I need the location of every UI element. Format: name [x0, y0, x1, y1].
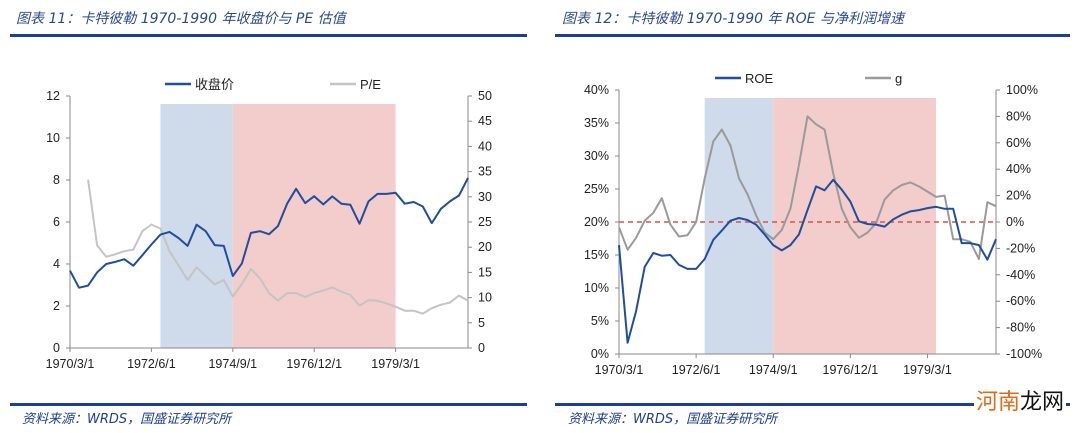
right-source-note: 资料来源：WRDS，国盛证券研究所 [568, 412, 778, 427]
x-tick-label: 1974/9/1 [749, 363, 798, 377]
legend-label: ROE [745, 71, 774, 86]
legend-label: 收盘价 [195, 77, 234, 92]
right-tick-label: 60% [1006, 136, 1031, 150]
x-tick-label: 1976/12/1 [823, 363, 879, 377]
right-footer-rule [555, 403, 1070, 406]
left-tick-label: 40% [584, 83, 609, 97]
x-tick-label: 1970/3/1 [595, 363, 644, 377]
x-tick-label: 1976/12/1 [286, 357, 342, 371]
left-tick-label: 6 [53, 215, 60, 229]
watermark-part-1: 河南 [975, 390, 1020, 415]
price-pe-chart: 0 2 4 6 8 10 12 0 5 10 15 20 25 30 35 40 45 50 1970/3/1 197… [46, 77, 492, 371]
watermark-part-2: 龙网 [1019, 390, 1064, 415]
left-tick-label: 0 [53, 341, 60, 355]
x-tick-label: 1979/3/1 [903, 363, 952, 377]
legend-label: P/E [360, 77, 381, 92]
shaded-period-pink [232, 104, 396, 348]
right-tick-label: 20 [478, 240, 492, 254]
x-tick-label: 1972/6/1 [672, 363, 721, 377]
right-tick-label: 20% [1006, 189, 1031, 203]
left-tick-label: 30% [584, 149, 609, 163]
right-tick-label: -60% [1006, 294, 1035, 308]
right-tick-label: 5 [478, 316, 485, 330]
left-tick-label: 25% [584, 182, 609, 196]
right-title-rule [555, 34, 1070, 37]
left-tick-label: 8 [53, 173, 60, 187]
left-source-note: 资料来源：WRDS，国盛证券研究所 [22, 412, 232, 427]
shaded-period-blue [704, 98, 774, 354]
right-tick-label: 45 [478, 114, 492, 128]
right-tick-label: 0 [478, 341, 485, 355]
roe-growth-chart: 0% 5% 10% 15% 20% 25% 30% 35% 40% -100% -80% -60% -4… [584, 71, 1042, 377]
right-tick-label: 80% [1006, 109, 1031, 123]
right-chart-title: 图表 12：卡特彼勒 1970-1990 年 ROE 与净利润增速 [562, 11, 904, 27]
right-tick-label: 10 [478, 291, 492, 305]
right-tick-label: 15 [478, 265, 492, 279]
left-chart-title: 图表 11：卡特彼勒 1970-1990 年收盘价与 PE 估值 [16, 11, 346, 27]
x-tick-label: 1979/3/1 [371, 357, 420, 371]
right-tick-label: -80% [1006, 321, 1035, 335]
left-tick-label: 15% [584, 248, 609, 262]
right-tick-label: 40 [478, 139, 492, 153]
left-title-rule [10, 34, 527, 37]
right-tick-label: 25 [478, 215, 492, 229]
right-tick-label: -100% [1006, 347, 1042, 361]
left-tick-label: 10 [46, 131, 60, 145]
right-tick-label: -20% [1006, 241, 1035, 255]
x-tick-label: 1972/6/1 [127, 357, 176, 371]
right-tick-label: 40% [1006, 162, 1031, 176]
left-tick-label: 5% [591, 314, 609, 328]
left-tick-label: 10% [584, 281, 609, 295]
left-tick-label: 4 [53, 257, 60, 271]
left-tick-label: 35% [584, 116, 609, 130]
left-tick-label: 20% [584, 215, 609, 229]
left-tick-label: 2 [53, 299, 60, 313]
left-tick-label: 12 [46, 89, 60, 103]
shaded-period-pink [773, 98, 937, 354]
left-footer-rule [10, 403, 527, 406]
legend-label: g [895, 71, 902, 86]
right-tick-label: 100% [1006, 83, 1038, 97]
right-tick-label: 0% [1006, 215, 1024, 229]
right-tick-label: 35 [478, 165, 492, 179]
right-tick-label: 50 [478, 89, 492, 103]
x-tick-label: 1974/9/1 [208, 357, 257, 371]
watermark-logo: 河南龙网 [973, 384, 1066, 416]
left-tick-label: 0% [591, 347, 609, 361]
right-tick-label: 30 [478, 190, 492, 204]
right-tick-label: -40% [1006, 268, 1035, 282]
x-tick-label: 1970/3/1 [46, 357, 95, 371]
